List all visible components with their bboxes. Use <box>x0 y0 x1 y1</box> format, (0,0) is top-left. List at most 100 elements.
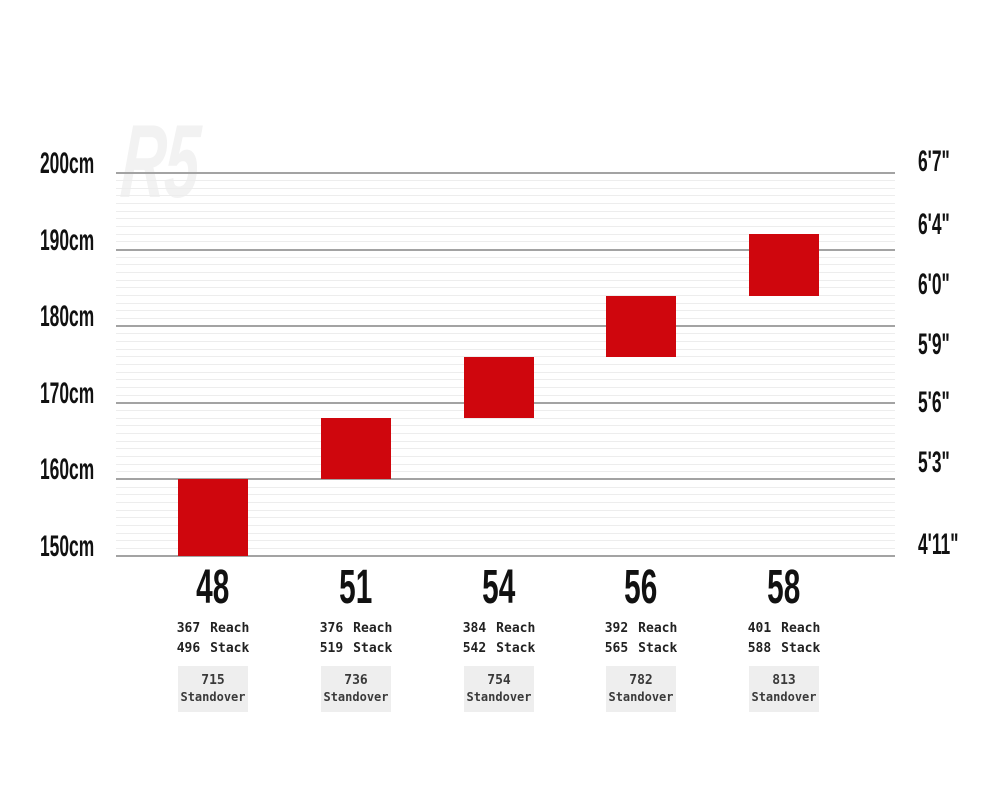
size-column-48: 48 367 Reach 496 Stack 715 Standover <box>143 561 283 716</box>
gridline-minor <box>116 532 895 534</box>
stack-line: 542 Stack <box>429 641 569 657</box>
height-range-bar-51 <box>321 418 391 480</box>
size-column-51: 51 376 Reach 519 Stack 736 Standover <box>286 564 426 716</box>
gridline-minor <box>116 272 895 274</box>
stack-line-label: Stack <box>781 641 821 656</box>
gridline-minor <box>116 463 895 465</box>
gridline-minor <box>116 187 895 189</box>
stack-line-label: Stack <box>353 641 393 656</box>
standover-value: 736 <box>344 673 368 688</box>
gridline-major <box>116 172 895 174</box>
gridline-minor <box>116 471 895 473</box>
stack-line: 565 Stack <box>571 641 711 657</box>
standover-value: 813 <box>772 673 796 688</box>
gridline-major <box>116 325 895 328</box>
standover-label: Standover <box>180 690 246 704</box>
gridline-minor <box>116 333 895 335</box>
gridline-major <box>116 478 895 481</box>
standover-label: Standover <box>323 690 389 704</box>
standover-value: 782 <box>629 673 653 688</box>
height-range-bar-48 <box>178 479 248 556</box>
gridline-minor <box>116 233 895 235</box>
reach-line: 401 Reach <box>714 621 854 637</box>
stack-line: 588 Stack <box>714 641 854 657</box>
gridline-minor <box>116 486 895 488</box>
stack-line-value: 588 <box>747 641 772 656</box>
left-axis-label-200cm: 200cm <box>40 147 95 180</box>
right-axis-label-5-9-: 5'9" <box>918 328 950 362</box>
height-range-bar-54 <box>464 356 534 419</box>
reach-line-label: Reach <box>638 621 678 636</box>
reach-line-value: 392 <box>604 621 629 636</box>
left-axis-label-150cm: 150cm <box>40 530 95 563</box>
gridline-minor <box>116 302 895 304</box>
gridline-minor <box>116 341 895 343</box>
reach-line-label: Reach <box>353 621 393 636</box>
gridline-minor <box>116 264 895 266</box>
gridline-minor <box>116 318 895 320</box>
right-axis-label-6-0-: 6'0" <box>918 267 950 301</box>
reach-line: 367 Reach <box>143 621 283 637</box>
gridline-minor <box>116 210 895 212</box>
stack-line: 519 Stack <box>286 641 426 657</box>
size-number: 48 <box>196 561 230 614</box>
left-axis-label-160cm: 160cm <box>40 453 95 487</box>
stack-line: 496 Stack <box>143 641 283 657</box>
reach-line: 376 Reach <box>286 621 426 637</box>
gridline-minor <box>116 540 895 542</box>
standover-label: Standover <box>466 690 532 704</box>
reach-line-value: 401 <box>747 621 772 636</box>
size-number: 56 <box>624 561 658 614</box>
reach-line: 392 Reach <box>571 621 711 637</box>
reach-line-value: 384 <box>462 621 487 636</box>
stack-line-label: Stack <box>638 641 678 656</box>
gridline-minor <box>116 509 895 511</box>
left-axis-label-170cm: 170cm <box>40 376 95 410</box>
right-axis-label-6-4-: 6'4" <box>918 208 950 242</box>
right-axis-label-6-7-: 6'7" <box>918 145 950 179</box>
gridline-minor <box>116 195 895 197</box>
gridline-minor <box>116 295 895 297</box>
size-number: 58 <box>767 561 801 614</box>
right-axis-label-4-11-: 4'11" <box>918 528 959 562</box>
gridline-minor <box>116 241 895 243</box>
standover-value: 754 <box>487 673 511 688</box>
gridline-minor <box>116 494 895 496</box>
reach-line: 384 Reach <box>429 621 569 637</box>
gridline-minor <box>116 348 895 350</box>
gridline-minor <box>116 425 895 427</box>
size-column-54: 54 384 Reach 542 Stack 754 Standover <box>429 564 569 716</box>
height-range-bar-56 <box>606 295 676 357</box>
standover-box: 736 Standover <box>321 666 391 712</box>
standover-box: 715 Standover <box>178 666 248 712</box>
gridline-minor <box>116 524 895 526</box>
gridline-minor <box>116 517 895 519</box>
standover-value: 715 <box>201 673 225 688</box>
stack-line-label: Stack <box>210 641 250 656</box>
gridline-minor <box>116 287 895 289</box>
gridline-minor <box>116 417 895 419</box>
left-axis-label-180cm: 180cm <box>40 300 95 334</box>
reach-line-label: Reach <box>781 621 821 636</box>
standover-box: 782 Standover <box>606 666 676 712</box>
right-axis-label-5-3-: 5'3" <box>918 446 950 480</box>
gridline-minor <box>116 310 895 312</box>
gridline-major <box>116 248 895 251</box>
left-axis-label-190cm: 190cm <box>40 223 95 257</box>
stack-line-value: 542 <box>462 641 487 656</box>
right-axis-label-5-6-: 5'6" <box>918 385 950 419</box>
gridline-minor <box>116 440 895 442</box>
standover-box: 813 Standover <box>749 666 819 712</box>
gridline-minor <box>116 448 895 450</box>
reach-line-value: 367 <box>176 621 201 636</box>
gridline-minor <box>116 501 895 503</box>
stack-line-value: 565 <box>604 641 629 656</box>
stack-line-label: Stack <box>496 641 536 656</box>
gridline-minor <box>116 180 895 182</box>
stack-line-value: 519 <box>319 641 344 656</box>
reach-line-value: 376 <box>319 621 344 636</box>
gridline-minor <box>116 226 895 228</box>
gridline-minor <box>116 279 895 281</box>
standover-box: 754 Standover <box>464 666 534 712</box>
